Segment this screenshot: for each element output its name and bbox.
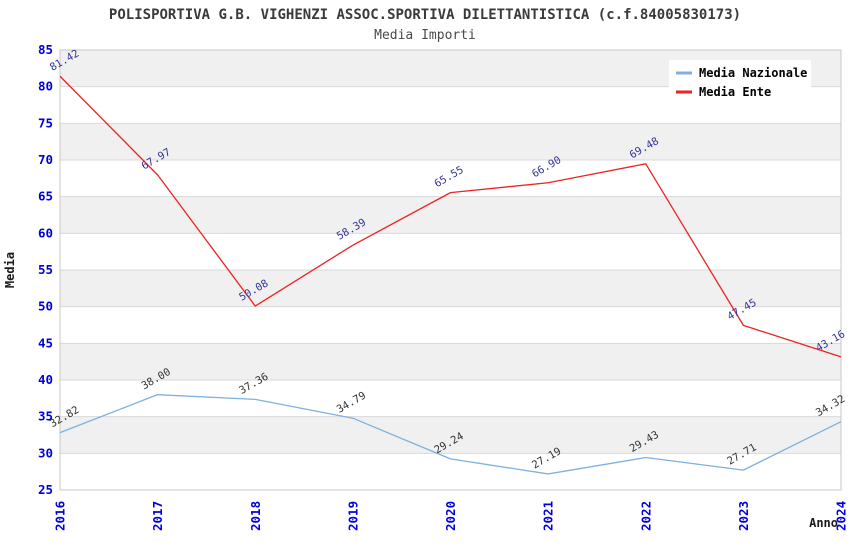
y-tick-label: 80 <box>38 79 53 94</box>
background-band <box>60 343 841 380</box>
plot-border <box>59 49 842 491</box>
x-tick-label-2017: 2017 <box>150 501 165 531</box>
legend-label-media-nazionale: Media Nazionale <box>699 66 807 80</box>
x-axis-title: Anno <box>809 516 838 530</box>
y-tick-label: 25 <box>38 482 53 497</box>
x-tick-label-2018: 2018 <box>248 501 263 531</box>
x-tick-label-2016: 2016 <box>53 501 68 531</box>
x-tick-label-2022: 2022 <box>638 501 653 531</box>
y-axis-tick-labels: 25 30 35 40 45 50 55 60 65 70 75 80 85 <box>38 42 53 497</box>
y-tick-label: 45 <box>38 335 53 350</box>
x-axis-year-labels: 2016 2017 2018 2019 2020 2021 2022 2023 2024 <box>53 501 849 531</box>
background-band <box>60 416 841 454</box>
y-tick-label: 75 <box>38 115 53 130</box>
x-tick-label-2023: 2023 <box>736 501 751 531</box>
chart-subtitle: Media Importi <box>374 28 476 43</box>
line-media-ente <box>59 75 842 358</box>
background-band <box>60 123 841 160</box>
y-axis-title: Media <box>3 252 17 288</box>
y-tick-label: 60 <box>38 225 53 240</box>
legend: Media Nazionale Media Ente <box>669 60 811 106</box>
y-tick-label: 70 <box>38 152 53 167</box>
legend-label-media-ente: Media Ente <box>699 85 771 99</box>
x-tick-label-2020: 2020 <box>443 501 458 531</box>
x-tick-label-2021: 2021 <box>541 501 556 531</box>
line-media-nazionale <box>59 394 842 475</box>
y-tick-label: 55 <box>38 262 53 277</box>
y-tick-label: 40 <box>38 372 53 387</box>
y-tick-label: 30 <box>38 445 53 460</box>
x-tick-label-2019: 2019 <box>345 501 360 531</box>
y-tick-label: 50 <box>38 299 53 314</box>
legend-background <box>669 60 811 106</box>
background-band <box>60 270 841 307</box>
y-tick-label: 85 <box>38 42 53 57</box>
y-tick-label: 35 <box>38 409 53 424</box>
background-band <box>60 196 841 234</box>
chart-title: POLISPORTIVA G.B. VIGHENZI ASSOC.SPORTIV… <box>109 7 741 23</box>
series-lines <box>59 75 842 475</box>
x-tick-label-2024: 2024 <box>834 501 849 531</box>
y-tick-label: 65 <box>38 189 53 204</box>
